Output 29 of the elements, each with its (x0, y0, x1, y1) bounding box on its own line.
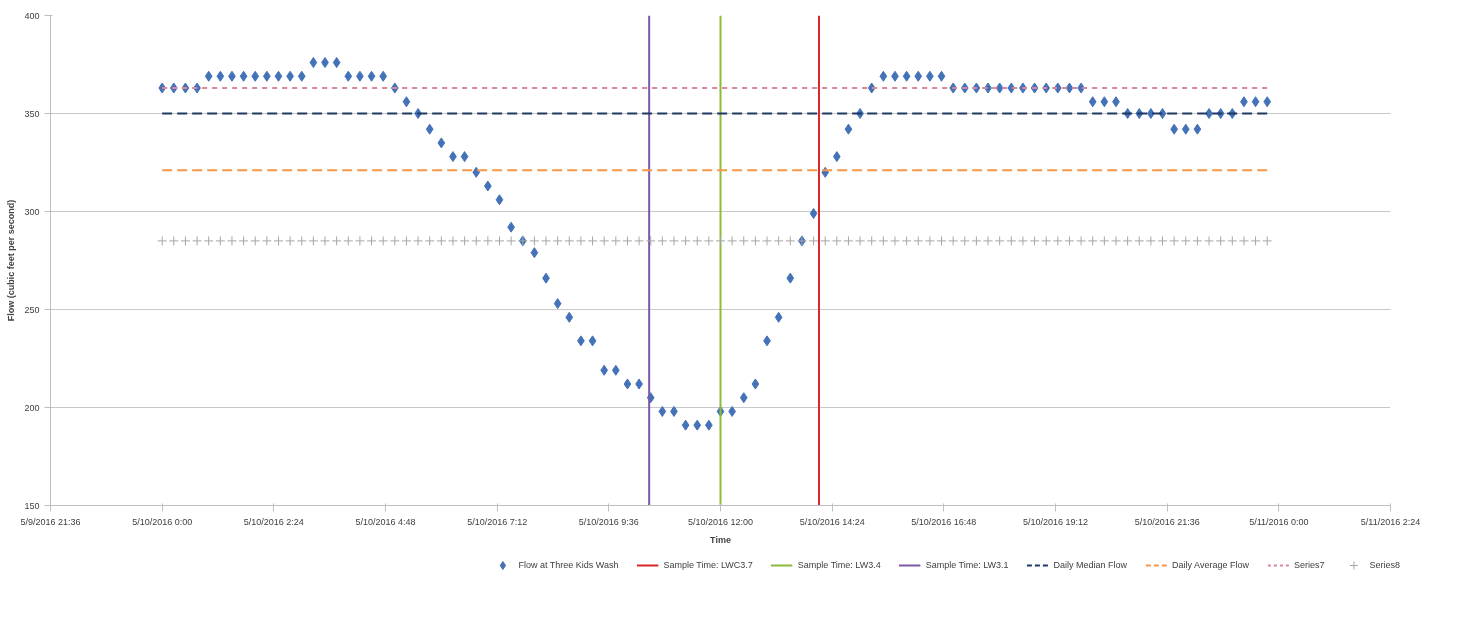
x-tick-label: 5/10/2016 0:00 (132, 516, 193, 527)
x-tick-label: 5/10/2016 16:48 (911, 516, 977, 527)
x-tick-label: 5/9/2016 21:36 (20, 516, 81, 527)
legend-label: Series8 (1369, 560, 1400, 570)
legend-label: Daily Median Flow (1053, 560, 1128, 570)
x-tick-label: 5/10/2016 14:24 (799, 516, 865, 527)
x-tick-label: 5/11/2016 0:00 (1249, 516, 1309, 527)
x-tick-label: 5/10/2016 19:12 (1022, 516, 1089, 527)
y-tick-label: 400 (24, 10, 40, 21)
x-axis-title: Time (710, 534, 731, 545)
legend-label: Sample Time: LW3.4 (797, 560, 881, 570)
y-axis-title: Flow (cubic feet per second) (6, 199, 17, 322)
legend-label: Sample Time: LW3.1 (925, 560, 1009, 570)
y-tick-label: 250 (24, 304, 40, 315)
y-tick-label: 200 (24, 402, 40, 413)
legend-label: Series7 (1293, 560, 1325, 570)
legend-label: Sample Time: LWC3.7 (663, 560, 753, 570)
legend-label: Flow at Three Kids Wash (518, 560, 619, 570)
y-tick-label: 350 (24, 108, 40, 119)
x-tick-label: 5/10/2016 2:24 (243, 516, 304, 527)
legend-label: Daily Average Flow (1172, 560, 1249, 570)
x-tick-label: 5/10/2016 12:00 (687, 516, 754, 527)
x-tick-label: 5/10/2016 4:48 (355, 516, 416, 527)
y-tick-label: 150 (24, 500, 40, 511)
x-tick-label: 5/10/2016 7:12 (467, 516, 528, 527)
x-tick-label: 5/10/2016 21:36 (1134, 516, 1200, 527)
x-tick-label: 5/11/2016 2:24 (1360, 516, 1421, 527)
x-tick-label: 5/10/2016 9:36 (578, 516, 639, 527)
y-tick-label: 300 (24, 206, 40, 217)
